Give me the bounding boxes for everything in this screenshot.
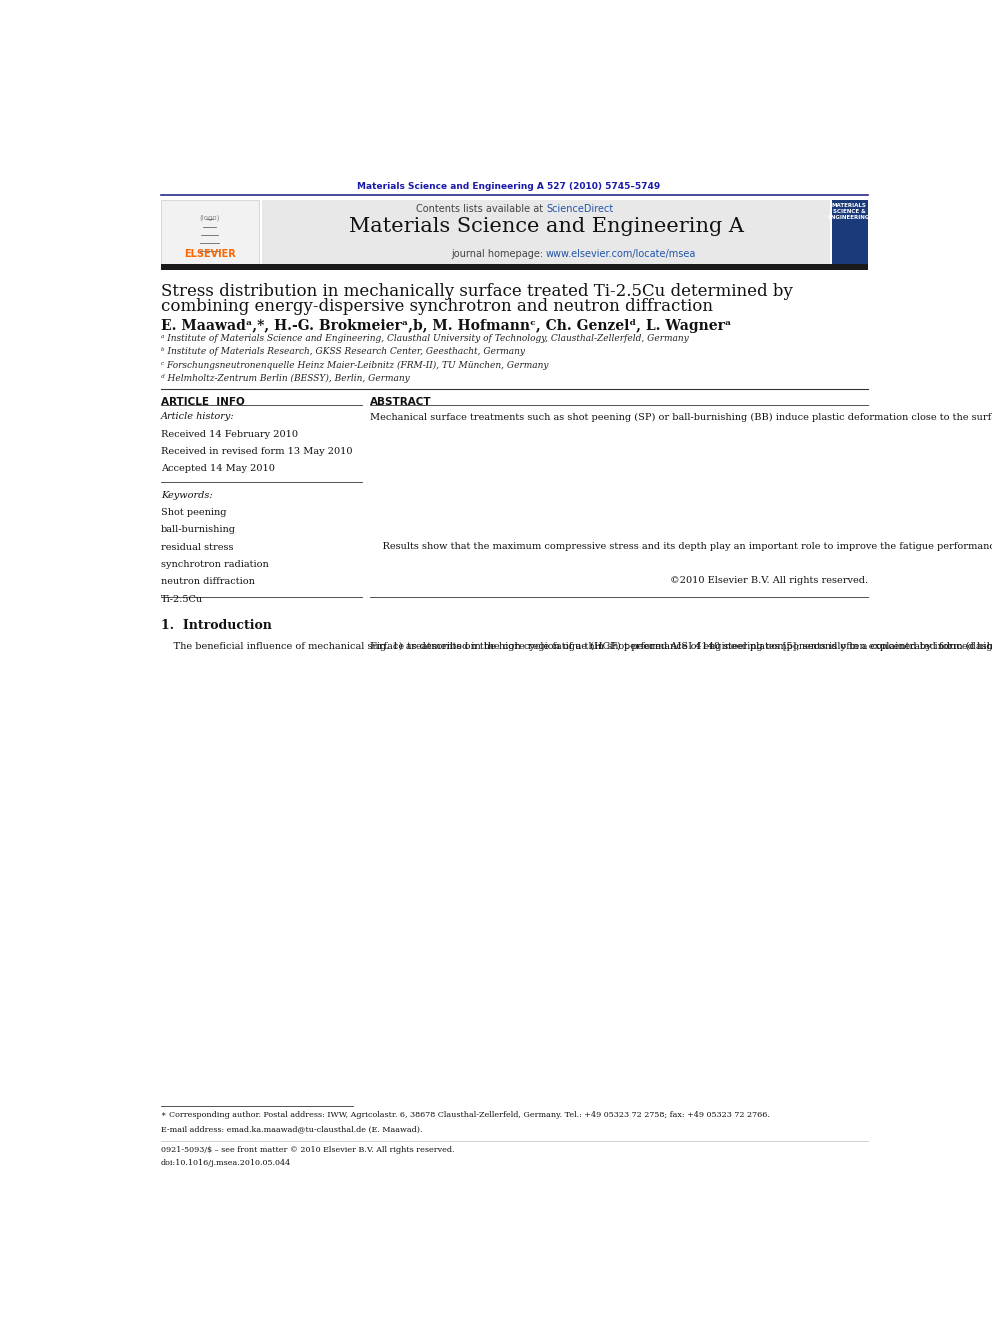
Text: ELSEVIER: ELSEVIER [184, 249, 235, 258]
Text: combining energy-dispersive synchrotron and neutron diffraction: combining energy-dispersive synchrotron … [161, 298, 713, 315]
Text: Stress distribution in mechanically surface treated Ti-2.5Cu determined by: Stress distribution in mechanically surf… [161, 283, 793, 300]
Text: E. Maawadᵃ,*, H.-G. Brokmeierᵃ,b, M. Hofmannᶜ, Ch. Genzelᵈ, L. Wagnerᵃ: E. Maawadᵃ,*, H.-G. Brokmeierᵃ,b, M. Hof… [161, 319, 731, 332]
Text: The beneficial influence of mechanical surface treatments on the high cycle fati: The beneficial influence of mechanical s… [161, 642, 992, 651]
Text: ᵇ Institute of Materials Research, GKSS Research Center, Geesthacht, Germany: ᵇ Institute of Materials Research, GKSS … [161, 347, 525, 356]
Text: Fig. 1) as described in the core region of a thin shot peened AISI 4140 steel pl: Fig. 1) as described in the core region … [370, 642, 992, 651]
Text: journal homepage:: journal homepage: [450, 249, 546, 258]
Text: ©2010 Elsevier B.V. All rights reserved.: ©2010 Elsevier B.V. All rights reserved. [670, 577, 868, 586]
Text: E-mail address: emad.ka.maawad@tu-clausthal.de (E. Maawad).: E-mail address: emad.ka.maawad@tu-claust… [161, 1126, 423, 1134]
Text: Shot peening: Shot peening [161, 508, 226, 517]
Text: Materials Science and Engineering A: Materials Science and Engineering A [348, 217, 744, 235]
FancyBboxPatch shape [262, 200, 829, 263]
Text: Article history:: Article history: [161, 413, 234, 422]
Text: ᵈ Helmholtz-Zentrum Berlin (BESSY), Berlin, Germany: ᵈ Helmholtz-Zentrum Berlin (BESSY), Berl… [161, 373, 410, 382]
Text: Keywords:: Keywords: [161, 491, 212, 500]
Text: 1.  Introduction: 1. Introduction [161, 619, 272, 632]
Text: ScienceDirect: ScienceDirect [546, 204, 613, 213]
Text: Ti-2.5Cu: Ti-2.5Cu [161, 595, 203, 603]
Text: ARTICLE  INFO: ARTICLE INFO [161, 397, 245, 407]
Text: Received in revised form 13 May 2010: Received in revised form 13 May 2010 [161, 447, 352, 456]
Text: ball-burnishing: ball-burnishing [161, 525, 236, 534]
Text: ᶜ Forschungsneutronenquelle Heinz Maier-Leibnitz (FRM-II), TU München, Germany: ᶜ Forschungsneutronenquelle Heinz Maier-… [161, 360, 549, 369]
Text: 0921-5093/$ – see front matter © 2010 Elsevier B.V. All rights reserved.: 0921-5093/$ – see front matter © 2010 El… [161, 1146, 454, 1154]
Text: residual stress: residual stress [161, 542, 233, 552]
Text: doi:10.1016/j.msea.2010.05.044: doi:10.1016/j.msea.2010.05.044 [161, 1159, 292, 1167]
Text: ∗ Corresponding author. Postal address: IWW, Agricolastr. 6, 38678 Clausthal-Zel: ∗ Corresponding author. Postal address: … [161, 1111, 770, 1119]
Text: synchrotron radiation: synchrotron radiation [161, 560, 269, 569]
FancyBboxPatch shape [161, 263, 868, 270]
Text: Received 14 February 2010: Received 14 February 2010 [161, 430, 298, 439]
FancyBboxPatch shape [161, 200, 259, 263]
FancyBboxPatch shape [832, 200, 868, 263]
Text: ABSTRACT: ABSTRACT [370, 397, 432, 407]
Text: Materials Science and Engineering A 527 (2010) 5745–5749: Materials Science and Engineering A 527 … [357, 183, 660, 192]
Text: Contents lists available at: Contents lists available at [416, 204, 546, 213]
Text: Accepted 14 May 2010: Accepted 14 May 2010 [161, 464, 275, 474]
Text: neutron diffraction: neutron diffraction [161, 577, 255, 586]
Text: www.elsevier.com/locate/msea: www.elsevier.com/locate/msea [546, 249, 696, 258]
Text: Mechanical surface treatments such as shot peening (SP) or ball-burnishing (BB) : Mechanical surface treatments such as sh… [370, 413, 992, 422]
Text: MATERIALS
SCIENCE &
ENGINEERING: MATERIALS SCIENCE & ENGINEERING [827, 202, 870, 220]
Text: Results show that the maximum compressive stress and its depth play an important: Results show that the maximum compressiv… [370, 542, 992, 550]
Text: (logo): (logo) [199, 214, 220, 221]
Text: ᵃ Institute of Materials Science and Engineering, Clausthal University of Techno: ᵃ Institute of Materials Science and Eng… [161, 333, 688, 343]
